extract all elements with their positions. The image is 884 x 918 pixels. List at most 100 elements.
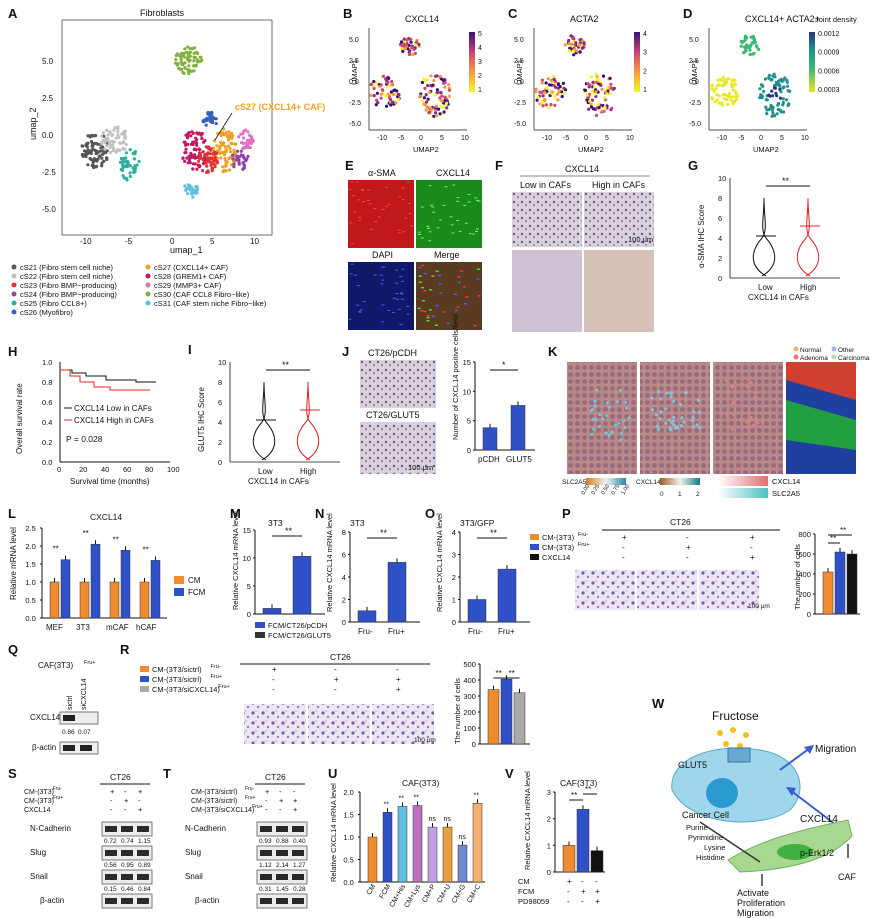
legend-label: cS31 (CAF stem niche Fibro−like): [154, 299, 267, 308]
spot: [604, 431, 608, 435]
y-tick: 0: [342, 618, 346, 627]
umap-point: [188, 188, 192, 192]
ihc-low: [512, 192, 582, 247]
bar: [382, 812, 393, 883]
spot: [674, 425, 678, 429]
x-tick: FCM: [379, 883, 393, 900]
umap-point: [232, 165, 236, 169]
legend-swatch: [11, 300, 17, 306]
umap-point: [380, 88, 384, 92]
if-signal: [401, 268, 405, 270]
legend-label: CXCL14 High in CAFs: [74, 416, 154, 425]
umap-point: [435, 74, 439, 78]
if-signal: [351, 243, 355, 245]
umap-point: [435, 114, 439, 118]
if-signal: [442, 311, 446, 313]
legend-swatch: [11, 291, 17, 297]
sig: **: [143, 545, 149, 554]
umap-point: [431, 83, 435, 87]
if-signal: [436, 227, 440, 229]
panel-V: V CAF(3T3) 0 1 2 3 Relative CXCL14 mRNA level *…: [505, 766, 605, 906]
spot: [698, 410, 702, 414]
if-signal: [401, 187, 405, 189]
umap-point: [101, 131, 105, 135]
if-signal: [426, 320, 430, 322]
bar: [90, 543, 101, 619]
panel-letter: P: [562, 506, 571, 521]
umap-point: [231, 153, 235, 157]
if-signal: [460, 270, 464, 272]
legend-swatch: [11, 273, 17, 279]
umap-point: [195, 167, 199, 171]
quant: 2.14: [276, 862, 289, 869]
umap-point: [567, 38, 571, 43]
panel-A-letter: A: [8, 6, 18, 21]
band: [80, 745, 92, 751]
legend-label: cS26 (Myofibro): [20, 308, 73, 317]
spot: [664, 407, 668, 411]
blot-label: β-actin: [32, 743, 56, 752]
umap-point: [758, 87, 762, 91]
sign: +: [750, 553, 755, 562]
sign: -: [622, 543, 625, 552]
umap-point: [119, 156, 123, 161]
panel-letter: U: [328, 766, 337, 781]
if-signal: [395, 269, 399, 271]
x-tick: GLUT5: [506, 455, 532, 464]
umap-point: [250, 137, 254, 141]
sign: -: [272, 685, 275, 694]
if-signal: [476, 199, 479, 201]
spot: [654, 413, 658, 417]
y-tick: 1: [547, 841, 551, 850]
umap-point: [435, 88, 439, 92]
row-swatch: [140, 676, 149, 682]
if-signal: [464, 303, 467, 305]
umap-point: [421, 99, 425, 103]
umap-point: [226, 144, 231, 148]
umap-point: [191, 167, 195, 171]
y-tick: 0: [718, 274, 722, 283]
panel-J-scale: 100 μm: [408, 463, 433, 472]
umap-point: [556, 98, 560, 102]
umap-point: [223, 145, 228, 149]
umap-point: [714, 86, 718, 90]
y-tick: 2.5: [349, 58, 359, 65]
panel-F-label-high: High in CAFs: [592, 180, 646, 190]
x-tick: 5: [605, 135, 609, 142]
y-tick: -5.0: [689, 121, 701, 128]
umap-point: [201, 161, 205, 166]
umap-point: [557, 90, 561, 94]
row-sup: Fru+: [245, 795, 256, 801]
sign: -: [265, 796, 268, 805]
umap-point: [384, 104, 389, 108]
y-label: Relative CXCL14 mRNA level: [523, 771, 532, 870]
w-met-2: Pyrimidine: [688, 833, 723, 842]
bar: [427, 826, 438, 883]
umap-point: [248, 133, 252, 137]
sign: +: [279, 796, 284, 805]
umap-point: [587, 107, 591, 111]
y-tick: 3: [547, 788, 551, 797]
umap-point: [186, 142, 190, 146]
bar: [482, 427, 498, 451]
sign: -: [686, 533, 689, 542]
panel-F: F CXCL14 Low in CAFs High in CAFs 100 μm: [495, 158, 654, 332]
umap-point: [771, 94, 775, 98]
umap-point: [411, 52, 415, 57]
umap-point: [226, 138, 231, 142]
umap-point: [379, 96, 383, 100]
sign: -: [124, 787, 127, 796]
umap-point: [407, 50, 411, 54]
umap-point: [189, 134, 193, 138]
sig: **: [384, 801, 390, 808]
umap-point: [372, 86, 376, 91]
umap-point: [110, 133, 115, 137]
row-label: CM-(3T3/sictrl): [191, 798, 237, 805]
umap-point: [385, 81, 389, 85]
row-label: CM-(3T3/siCXCL14): [191, 807, 254, 814]
umap-point: [193, 56, 197, 60]
if-signal: [387, 310, 391, 311]
